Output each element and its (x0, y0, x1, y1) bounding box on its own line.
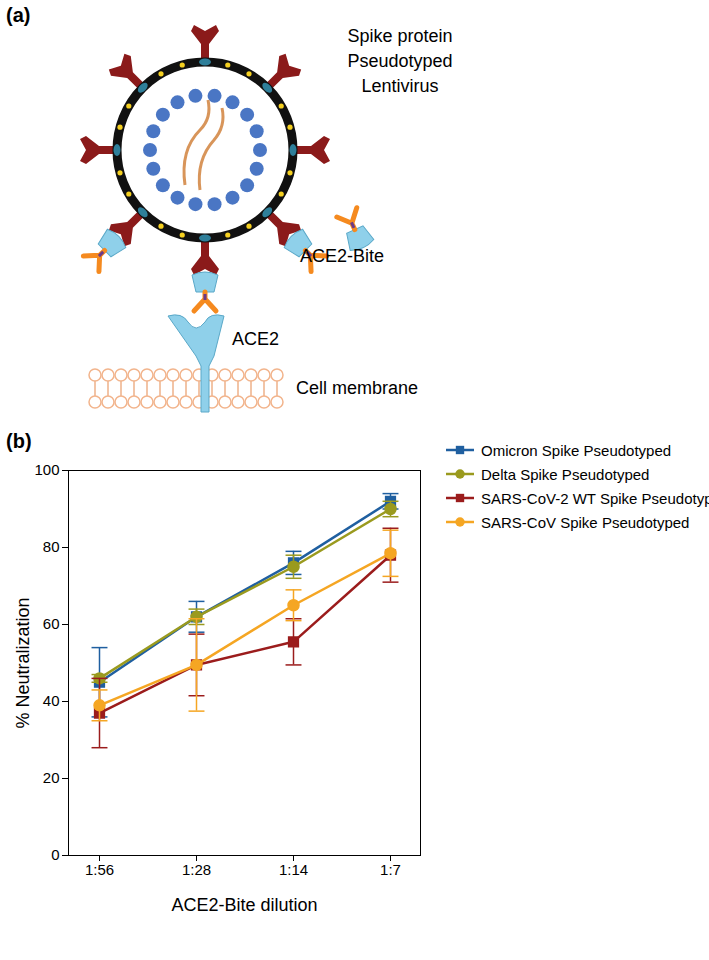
html-text:Delta Spike Pseudotyped: Delta Spike Pseudotyped (481, 465, 650, 483)
svg-text:100: 100 (34, 461, 59, 478)
svg-text:80: 80 (43, 538, 60, 555)
svg-text:1:28: 1:28 (182, 861, 211, 878)
svg-text:% Neutralization: % Neutralization (13, 597, 33, 728)
svg-text:1:56: 1:56 (85, 861, 114, 878)
svg-text:ACE2-Bite dilution: ACE2-Bite dilution (171, 895, 317, 915)
svg-text:Pseudotyped: Pseudotyped (347, 51, 452, 71)
svg-text:Cell membrane: Cell membrane (296, 378, 418, 398)
svg-text:40: 40 (43, 692, 60, 709)
html-text:(b): (b) (6, 430, 32, 452)
svg-text:60: 60 (43, 615, 60, 632)
svg-text:1:7: 1:7 (380, 861, 401, 878)
svg-text:0: 0 (51, 846, 59, 863)
html-text:SARS-CoV Spike Pseudotyped: SARS-CoV Spike Pseudotyped (481, 513, 690, 531)
svg-text:ACE2: ACE2 (232, 329, 279, 349)
svg-text:Spike protein: Spike protein (347, 26, 452, 46)
svg-text:Lentivirus: Lentivirus (361, 76, 438, 96)
html-text:(a): (a) (6, 4, 31, 26)
svg-text:1:14: 1:14 (279, 861, 308, 878)
svg-text:ACE2-Bite: ACE2-Bite (300, 246, 384, 266)
html-text:Omicron Spike Pseudotyped: Omicron Spike Pseudotyped (481, 441, 672, 459)
svg-text:20: 20 (43, 769, 60, 786)
